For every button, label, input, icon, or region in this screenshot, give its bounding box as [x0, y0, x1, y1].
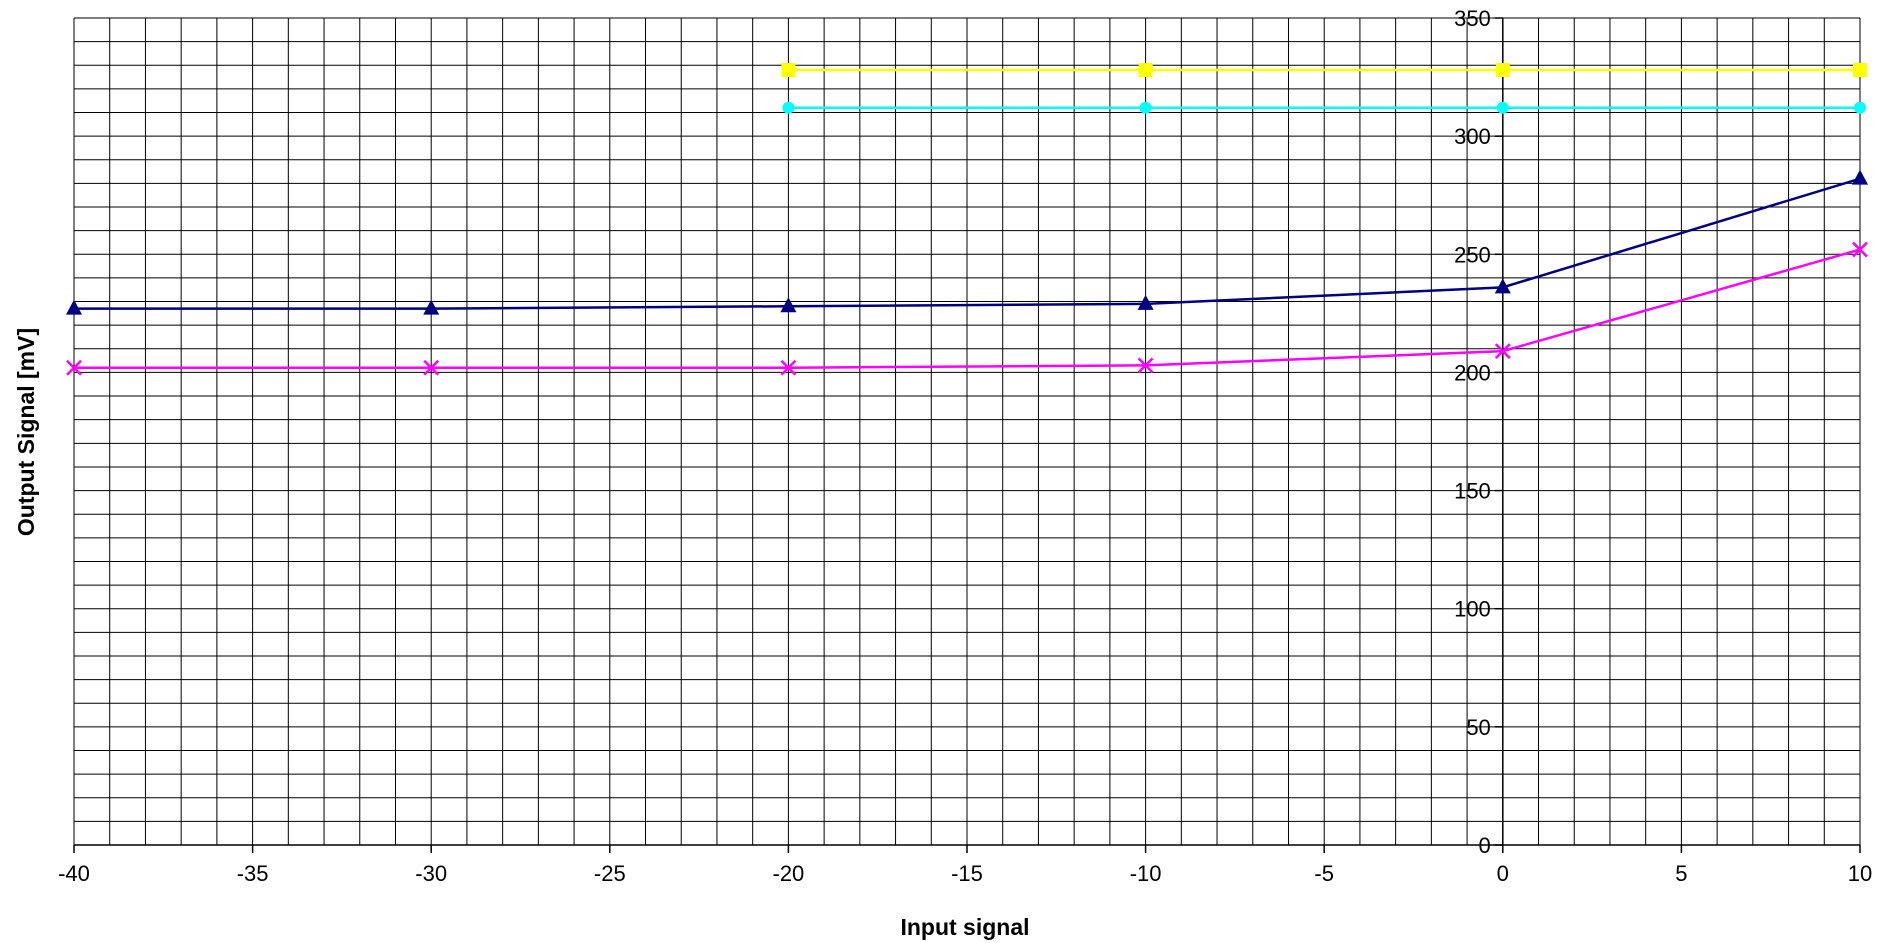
data-point [423, 299, 440, 315]
data-point [1137, 294, 1154, 310]
data-point [66, 299, 82, 315]
x-tick-label: 5 [1675, 861, 1687, 886]
data-point [1852, 241, 1868, 258]
axes [73, 17, 1861, 853]
grid [73, 17, 1861, 846]
y-tick-label: 150 [1454, 479, 1491, 504]
series-1 [781, 62, 1867, 77]
x-tick-labels: -40 -35 -30 -25 -20 -15 -10 -5 0 5 10 [58, 861, 1872, 886]
marker-stroke [423, 359, 440, 376]
marker-stroke [66, 359, 82, 376]
data-point [782, 101, 795, 114]
x-tick-label: -15 [951, 861, 983, 886]
data-point [1853, 62, 1867, 77]
data-point [1137, 357, 1154, 374]
data-point [780, 359, 797, 376]
data-point [1494, 343, 1511, 360]
marker-stroke [1137, 357, 1154, 374]
y-axis-title: Output Signal [mV] [13, 328, 39, 536]
series-2 [782, 101, 1866, 114]
data-point [1854, 101, 1866, 114]
y-tick-label: 250 [1454, 242, 1491, 267]
x-axis-title: Input signal [900, 914, 1029, 940]
x-tick-label: -5 [1314, 861, 1334, 886]
marker-stroke [1494, 343, 1511, 360]
marker-stroke [1852, 241, 1868, 258]
y-tick-label: 100 [1454, 597, 1491, 622]
marker-stroke [780, 359, 797, 376]
data-point [780, 297, 797, 313]
series-line [74, 248, 1861, 369]
data-point [1139, 101, 1152, 114]
y-tick-label: 0 [1479, 833, 1491, 858]
y-tick-label: 350 [1454, 6, 1491, 31]
data-point [781, 62, 796, 77]
x-tick-label: -10 [1130, 861, 1162, 886]
y-tick-labels: 0 50 100 150 200 250 300 350 [1454, 6, 1491, 858]
y-tick-label: 200 [1454, 360, 1491, 385]
y-tick-label: 300 [1454, 124, 1491, 149]
series-3 [66, 169, 1868, 315]
y-tick-label: 50 [1466, 715, 1490, 740]
data-point [66, 359, 82, 376]
data-point [1852, 169, 1868, 185]
x-tick-label: -25 [594, 861, 626, 886]
series-line [74, 177, 1861, 310]
data-point [1494, 278, 1511, 294]
data-point [1496, 101, 1509, 114]
data-point [423, 359, 440, 376]
series-group [66, 62, 1868, 376]
x-tick-label: 10 [1848, 861, 1872, 886]
x-tick-label: 0 [1497, 861, 1509, 886]
x-tick-label: -20 [773, 861, 805, 886]
data-point [1138, 62, 1153, 77]
series-4 [66, 241, 1868, 376]
data-point [1495, 62, 1510, 77]
x-tick-label: -40 [58, 861, 90, 886]
x-tick-label: -30 [415, 861, 447, 886]
x-tick-label: -35 [237, 861, 269, 886]
